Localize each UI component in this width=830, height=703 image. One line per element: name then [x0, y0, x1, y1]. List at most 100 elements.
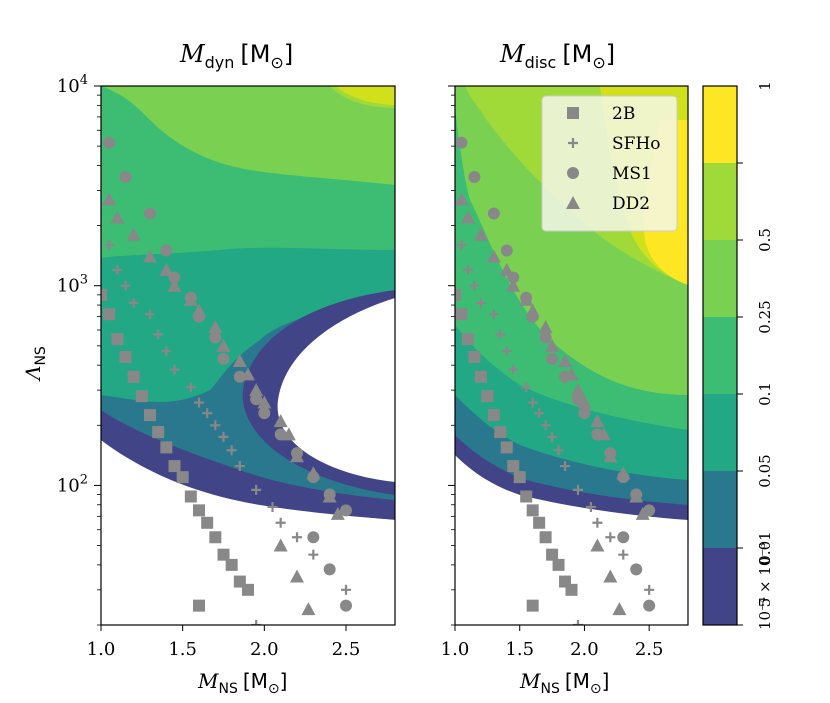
legend-label: 2B [612, 104, 635, 124]
left-marker-sfho [251, 620, 262, 625]
left-marker-ms1 [119, 171, 132, 184]
left-marker-2b [201, 516, 214, 529]
right-marker-sfho [527, 397, 538, 408]
right-marker-2b [526, 504, 539, 517]
right-marker-2b [539, 531, 552, 544]
legend-box [541, 95, 678, 232]
left-marker-dd2 [110, 210, 125, 224]
left-marker-ms1 [340, 599, 352, 612]
right-marker-sfho [469, 280, 480, 291]
right-marker-2b [533, 516, 546, 529]
left-marker-sfho [153, 329, 164, 340]
right-marker-sfho [501, 346, 512, 357]
left-marker-sfho [234, 461, 245, 472]
left-marker-sfho [120, 280, 131, 291]
right-marker-2b [520, 490, 533, 503]
colorbar-tick-label: 10⁻⁴ [756, 597, 774, 630]
left-marker-2b [242, 583, 254, 596]
left-marker-sfho [112, 264, 123, 275]
right-marker-ms1 [487, 207, 500, 220]
left-marker-ms1 [160, 244, 173, 257]
left-ytick-label: 104 [57, 73, 88, 97]
colorbar-frame [702, 85, 738, 626]
left-marker-2b [135, 390, 148, 403]
left-marker-2b [168, 460, 181, 473]
left-marker-sfho [226, 445, 237, 456]
left-marker-ms1 [103, 136, 116, 149]
left-xtick-label: 2.5 [332, 639, 361, 660]
right-marker-sfho [495, 329, 506, 340]
right-marker-ms1 [546, 352, 559, 365]
right-marker-ms1 [617, 531, 630, 544]
right-marker-dd2 [629, 489, 644, 503]
left-marker-dd2 [143, 249, 157, 263]
legend-marker-2b [567, 107, 579, 119]
right-marker-2b [481, 390, 494, 403]
left-marker-dd2 [281, 427, 296, 441]
right-marker-sfho [572, 620, 583, 625]
left-marker-ms1 [209, 331, 222, 344]
right-xtick-label: 1.5 [505, 639, 534, 660]
left-marker-dd2 [159, 262, 174, 276]
left-axes-frame [100, 85, 396, 626]
colorbar-tick-label: 0.5 [756, 228, 774, 252]
left-yaxis: 102 103 104 [57, 73, 101, 626]
right-marker-dd2 [506, 278, 521, 292]
colorbar-segment [703, 471, 737, 548]
right-marker-2b [546, 548, 559, 561]
colorbar-tick-label: 5 × 10⁻³ [756, 543, 774, 608]
left-marker-dd2 [273, 538, 288, 552]
colorbar-segment [703, 394, 737, 471]
left-marker-dd2 [257, 395, 272, 409]
left-marker-sfho [185, 382, 196, 393]
left-marker-sfho [202, 408, 213, 419]
left-marker-sfho [104, 239, 115, 250]
right-marker-2b [526, 599, 539, 612]
right-marker-dd2 [570, 383, 585, 397]
left-marker-dd2 [301, 602, 316, 616]
right-marker-2b [513, 471, 526, 484]
right-xtick-label: 1.0 [441, 639, 470, 660]
left-xlabel: MNS [M⊙] [197, 669, 287, 697]
left-marker-sfho [218, 431, 229, 442]
left-marker-ms1 [144, 207, 156, 220]
right-xtick-label: 2.5 [635, 639, 664, 660]
left-marker-dd2 [249, 383, 264, 397]
right-marker-sfho [521, 382, 532, 393]
left-ytick-label: 102 [57, 472, 88, 496]
left-marker-2b [193, 599, 205, 612]
left-xaxis: 1.0 1.5 2.0 2.5 [87, 625, 361, 660]
colorbar-tick-label: 0.25 [756, 300, 774, 333]
right-marker-2b [455, 308, 468, 321]
right-marker-sfho [605, 532, 616, 543]
legend: 2B SFHo MS1 DD2 [541, 95, 678, 232]
left-marker-dd2 [232, 353, 247, 367]
left-marker-dd2 [126, 227, 141, 241]
left-marker-2b [152, 426, 165, 439]
left-marker-dd2 [290, 569, 304, 583]
left-marker-2b [184, 490, 197, 503]
right-marker-dd2 [460, 210, 475, 224]
left-marker-2b [217, 548, 230, 561]
left-marker-dd2 [167, 278, 182, 292]
right-marker-2b [455, 288, 461, 301]
left-marker-2b [127, 370, 140, 383]
right-marker-sfho [553, 445, 564, 456]
right-marker-ms1 [500, 244, 513, 257]
right-marker-sfho [592, 517, 603, 528]
left-marker-sfho [145, 309, 155, 320]
left-ytick-label: 103 [57, 273, 88, 297]
left-marker-sfho [161, 346, 172, 357]
left-marker-ms1 [307, 531, 320, 544]
right-bottom-white [455, 458, 688, 625]
right-marker-2b [468, 350, 481, 363]
right-marker-sfho [618, 549, 629, 560]
right-marker-dd2 [486, 249, 501, 263]
left-marker-2b [111, 333, 124, 346]
right-marker-dd2 [635, 506, 650, 520]
right-marker-dd2 [558, 353, 573, 367]
right-marker-ms1 [455, 136, 468, 149]
legend-label: SFHo [612, 134, 661, 154]
right-marker-dd2 [473, 227, 488, 241]
right-marker-dd2 [596, 427, 611, 441]
